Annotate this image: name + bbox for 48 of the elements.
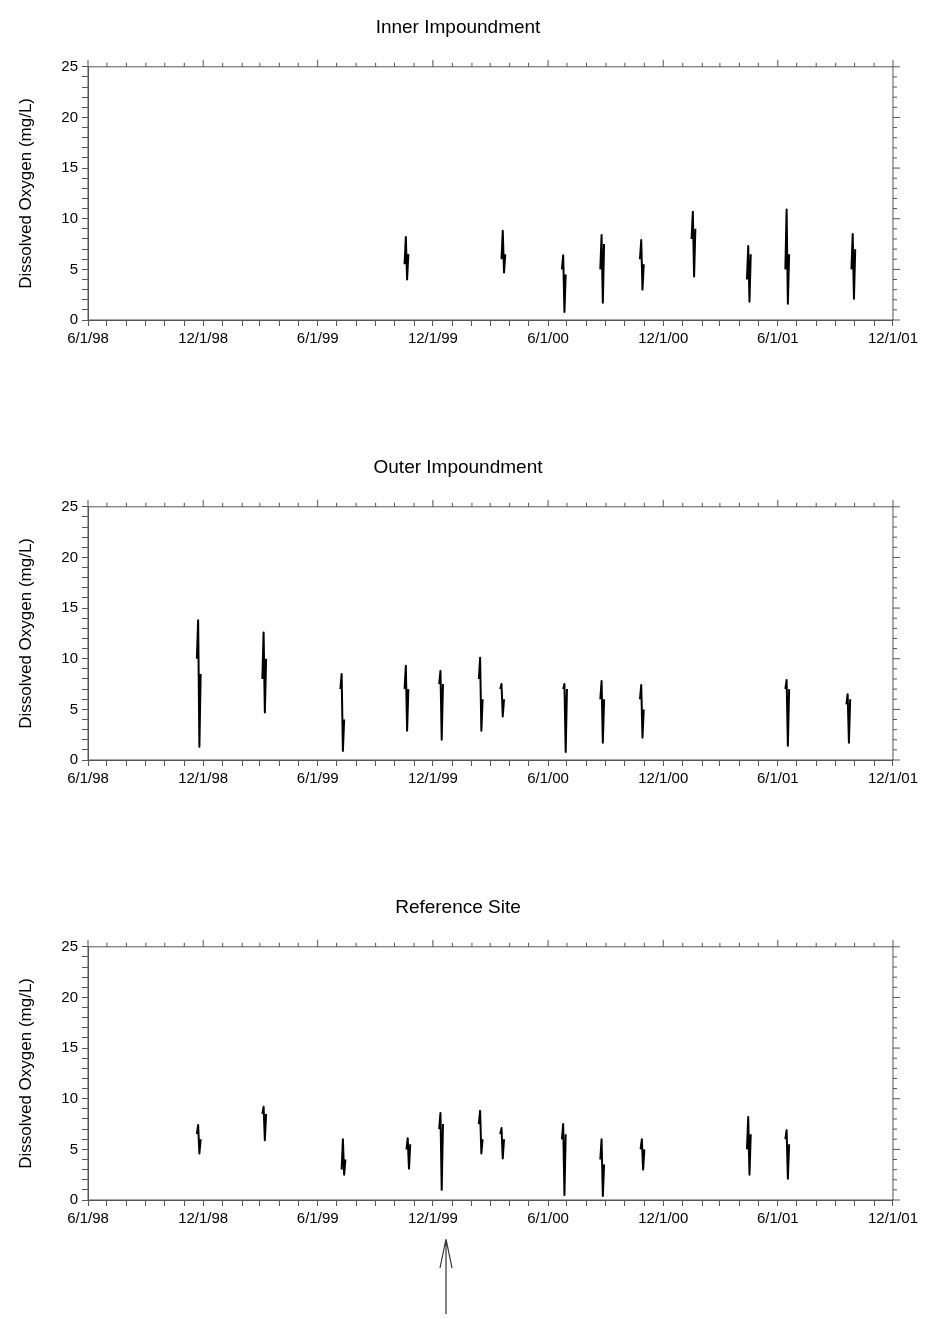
y-axis-title: Dissolved Oxygen (mg/L) [15, 977, 35, 1169]
x-tick-label: 12/1/98 [178, 769, 229, 787]
x-tick-label: 12/1/99 [407, 329, 458, 347]
x-tick-label: 6/1/99 [296, 769, 339, 787]
x-tick-label: 6/1/98 [67, 1209, 109, 1227]
y-tick-label: 5 [69, 1139, 78, 1157]
y-tick-label: 20 [61, 107, 78, 125]
x-tick-label: 6/1/98 [67, 769, 109, 787]
chart-title: Reference Site [395, 895, 521, 917]
y-axis-title: Dissolved Oxygen (mg/L) [15, 537, 35, 729]
x-tick-label: 6/1/01 [756, 769, 799, 787]
y-tick-label: 0 [69, 310, 78, 328]
x-tick-label: 12/1/99 [407, 1209, 458, 1227]
y-tick-label: 0 [69, 750, 78, 768]
y-tick-label: 25 [61, 56, 78, 74]
y-axis-title: Dissolved Oxygen (mg/L) [15, 97, 35, 289]
x-tick-label: 6/1/99 [296, 329, 339, 347]
y-tick-label: 0 [69, 1190, 78, 1208]
chart-title: Outer Impoundment [373, 455, 544, 477]
y-tick-label: 25 [61, 496, 78, 514]
x-tick-label: 12/1/00 [638, 329, 689, 347]
y-tick-label: 15 [61, 158, 78, 176]
x-tick-label: 12/1/99 [407, 769, 458, 787]
y-tick-label: 20 [61, 987, 78, 1005]
y-tick-label: 20 [61, 547, 78, 565]
y-tick-label: 5 [69, 699, 78, 717]
y-tick-label: 10 [61, 648, 78, 666]
x-tick-label: 12/1/98 [178, 329, 229, 347]
x-tick-label: 12/1/01 [867, 769, 918, 787]
x-tick-label: 6/1/00 [527, 1209, 569, 1227]
x-tick-label: 6/1/98 [67, 329, 109, 347]
x-tick-label: 6/1/01 [756, 1209, 799, 1227]
x-tick-label: 6/1/99 [296, 1209, 339, 1227]
x-tick-label: 12/1/01 [867, 1209, 918, 1227]
chart-title: Inner Impoundment [375, 15, 542, 37]
x-tick-label: 12/1/98 [178, 1209, 229, 1227]
y-tick-label: 15 [61, 1038, 78, 1056]
x-tick-label: 6/1/00 [527, 769, 569, 787]
x-tick-label: 6/1/00 [527, 329, 569, 347]
y-tick-label: 25 [61, 936, 78, 954]
x-tick-label: 12/1/00 [638, 1209, 689, 1227]
x-tick-label: 12/1/01 [867, 329, 918, 347]
y-tick-label: 15 [61, 598, 78, 616]
y-tick-label: 5 [69, 259, 78, 277]
x-tick-label: 12/1/00 [638, 769, 689, 787]
y-tick-label: 10 [61, 1088, 78, 1106]
x-tick-label: 6/1/01 [756, 329, 799, 347]
y-tick-label: 10 [61, 208, 78, 226]
